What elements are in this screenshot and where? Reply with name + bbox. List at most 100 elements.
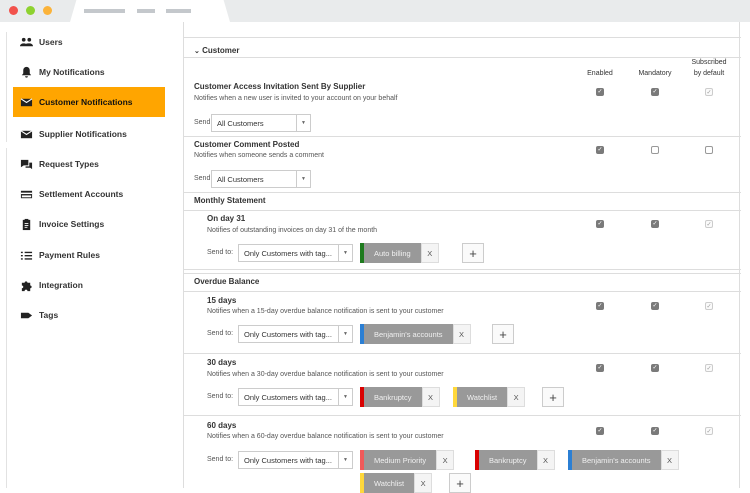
sidebar-item-label: Request Types	[39, 159, 99, 169]
subscribed-checkbox: ✓	[705, 88, 713, 96]
subscribed-checkbox: ✓	[705, 302, 713, 310]
bell-icon	[21, 66, 32, 78]
send-to-select[interactable]: Only Customers with tag... ▼	[238, 388, 353, 406]
sidebar-item-label: Tags	[39, 310, 59, 320]
tag-icon	[20, 312, 33, 318]
enabled-checkbox[interactable]: ✓	[596, 427, 604, 435]
mandatory-checkbox[interactable]: ✓	[651, 427, 659, 435]
send-to-select[interactable]: Only Customers with tag... ▼	[238, 451, 353, 469]
send-to-select[interactable]: Only Customers with tag... ▼	[238, 325, 353, 343]
sidebar-item-integration[interactable]: Integration	[13, 270, 165, 300]
remove-tag-button[interactable]: X	[536, 450, 555, 470]
send-to-label: Send to:	[194, 119, 221, 126]
sidebar-border	[6, 148, 7, 488]
remove-tag-button[interactable]: X	[420, 243, 439, 263]
minimize-window-button[interactable]	[26, 6, 35, 15]
customer-tag: Bankruptcy X	[360, 387, 440, 407]
tab-placeholder-line	[84, 9, 125, 13]
notification-description: Notifies when a new user is invited to y…	[194, 95, 398, 102]
sidebar-item-customer-notifications[interactable]: Customer Notifications	[13, 87, 165, 117]
mandatory-checkbox[interactable]: ✓	[651, 364, 659, 372]
send-to-label: Send to:	[194, 175, 221, 182]
tag-label: Watchlist	[364, 473, 415, 493]
enabled-checkbox[interactable]: ✓	[596, 220, 604, 228]
sidebar-item-label: My Notifications	[39, 67, 105, 77]
add-tag-button[interactable]: +	[462, 243, 484, 263]
clipboard-icon	[22, 218, 31, 230]
sidebar-item-supplier-notifications[interactable]: Supplier Notifications	[13, 119, 165, 149]
customer-tag: Watchlist X	[453, 387, 526, 407]
tag-label: Auto billing	[364, 243, 421, 263]
tag-color	[453, 387, 457, 407]
send-to-label: Send to:	[207, 330, 234, 337]
sidebar-item-tags[interactable]: Tags	[13, 300, 165, 330]
tag-label: Bankruptcy	[364, 387, 422, 407]
enabled-checkbox[interactable]: ✓	[596, 364, 604, 372]
mandatory-checkbox[interactable]: ✓	[651, 302, 659, 310]
enabled-checkbox[interactable]: ✓	[596, 302, 604, 310]
remove-tag-button[interactable]: X	[452, 324, 471, 344]
send-to-select[interactable]: All Customers ▼	[211, 114, 311, 132]
sidebar-item-settlement-accounts[interactable]: Settlement Accounts	[13, 179, 165, 209]
column-header-enabled: Enabled	[587, 70, 613, 77]
maximize-window-button[interactable]	[43, 6, 52, 15]
sidebar-item-payment-rules[interactable]: Payment Rules	[13, 240, 165, 270]
tag-color	[475, 450, 479, 470]
subscribed-checkbox: ✓	[705, 220, 713, 228]
sidebar-item-label: Users	[39, 37, 63, 47]
section-header-customer[interactable]: ⌄ Customer	[194, 46, 240, 55]
group-overdue-balance: Overdue Balance	[194, 277, 260, 286]
customer-tag: Watchlist X	[360, 473, 433, 493]
remove-tag-button[interactable]: X	[507, 387, 526, 407]
remove-tag-button[interactable]: X	[421, 387, 440, 407]
tab-placeholder-line	[166, 9, 191, 13]
add-tag-button[interactable]: +	[449, 473, 471, 493]
notification-title: 15 days	[207, 296, 237, 305]
subscribed-checkbox[interactable]	[705, 146, 713, 154]
sidebar-item-users[interactable]: Users	[13, 27, 165, 57]
add-tag-button[interactable]: +	[492, 324, 514, 344]
chevron-down-icon: ▼	[338, 389, 352, 405]
notification-description: Notifies when a 30-day overdue balance n…	[207, 371, 444, 378]
send-to-label: Send to:	[207, 393, 234, 400]
remove-tag-button[interactable]: X	[436, 450, 455, 470]
group-monthly-statement: Monthly Statement	[194, 196, 266, 205]
tag-label: Benjamin's accounts	[364, 324, 453, 344]
notification-title: Customer Comment Posted	[194, 140, 300, 149]
puzzle-icon	[21, 280, 32, 291]
chevron-down-icon: ▼	[338, 245, 352, 261]
send-to-select[interactable]: All Customers ▼	[211, 170, 311, 188]
mandatory-checkbox[interactable]	[651, 146, 659, 154]
tag-color	[360, 450, 364, 470]
subscribed-checkbox: ✓	[705, 427, 713, 435]
remove-tag-button[interactable]: X	[414, 473, 433, 493]
close-window-button[interactable]	[9, 6, 18, 15]
sidebar-item-label: Customer Notifications	[39, 97, 133, 107]
add-tag-button[interactable]: +	[542, 387, 564, 407]
enabled-checkbox[interactable]: ✓	[596, 88, 604, 96]
customer-tag: Medium Priority X	[360, 450, 455, 470]
chevron-down-icon: ▼	[296, 115, 310, 131]
tag-color	[568, 450, 572, 470]
sidebar-item-my-notifications[interactable]: My Notifications	[13, 57, 165, 87]
sidebar-item-request-types[interactable]: Request Types	[13, 149, 165, 179]
enabled-checkbox[interactable]: ✓	[596, 146, 604, 154]
chevron-down-icon: ⌄	[194, 48, 200, 55]
customer-tag: Auto billing X	[360, 243, 439, 263]
send-to-select[interactable]: Only Customers with tag... ▼	[238, 244, 353, 262]
send-to-label: Send to:	[207, 456, 234, 463]
mandatory-checkbox[interactable]: ✓	[651, 88, 659, 96]
customer-tag: Benjamin's accounts X	[360, 324, 471, 344]
sidebar-item-label: Settlement Accounts	[39, 189, 124, 199]
mandatory-checkbox[interactable]: ✓	[651, 220, 659, 228]
column-header-subscribed-2: by default	[693, 70, 725, 77]
tag-label: Benjamin's accounts	[572, 450, 661, 470]
remove-tag-button[interactable]: X	[660, 450, 679, 470]
sidebar-item-label: Integration	[39, 280, 83, 290]
notification-title: 60 days	[207, 421, 237, 430]
chevron-down-icon: ▼	[338, 452, 352, 468]
envelope-icon	[20, 129, 33, 138]
tag-label: Watchlist	[457, 387, 508, 407]
sidebar-item-invoice-settings[interactable]: Invoice Settings	[13, 209, 165, 239]
tag-color	[360, 243, 364, 263]
